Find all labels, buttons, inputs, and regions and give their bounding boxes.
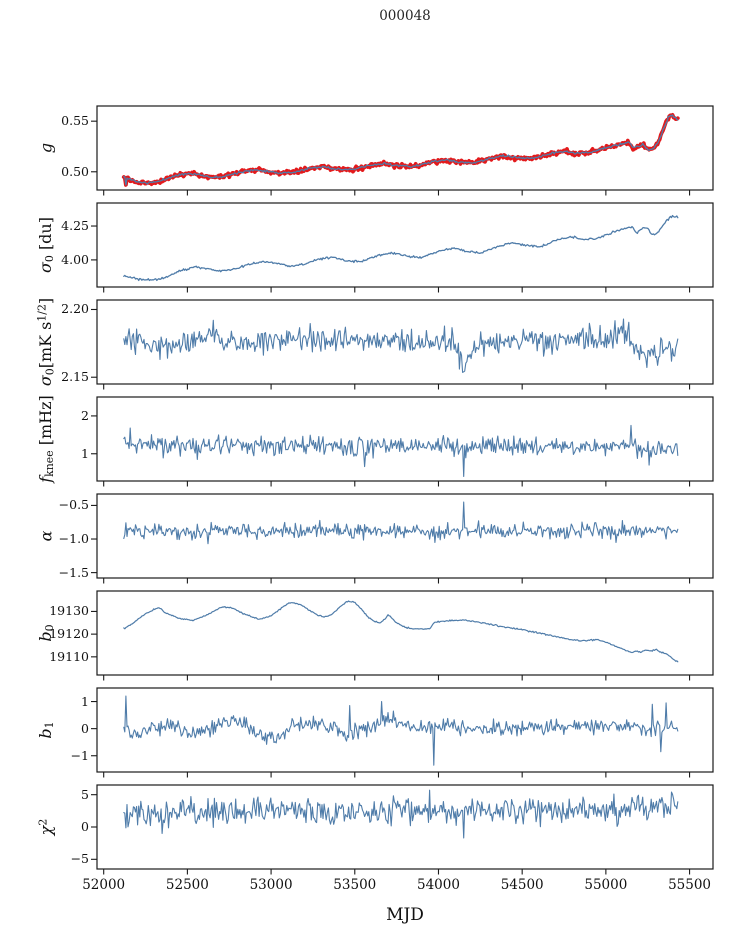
subplot-g	[91, 105, 714, 196]
figure-title: 000048	[379, 8, 431, 24]
y-tick-label-f_knee: 1	[81, 445, 89, 461]
x-tick-label: 53000	[249, 877, 293, 893]
x-tick-label: 55000	[584, 877, 628, 893]
series-g-red-markers	[121, 112, 680, 187]
series-b1-line	[123, 695, 679, 766]
subplot-sigma0_mks	[91, 299, 714, 390]
series-g-blue-line	[123, 114, 679, 186]
y-tick-label-g: 0.55	[61, 113, 89, 129]
series-chi2-line	[123, 789, 679, 839]
y-tick-label-b0: 19130	[49, 603, 89, 619]
series-sigma0-du-line	[123, 214, 679, 282]
series-sigma0-mks-line	[123, 318, 679, 373]
y-tick-label-b1: −1	[70, 747, 89, 763]
subplot-alpha	[91, 493, 714, 584]
y-tick-label-g: 0.50	[61, 163, 89, 179]
subplot-sigma0_du	[91, 202, 714, 293]
x-axis-label: MJD	[386, 905, 424, 925]
y-tick-label-sigma0_du: 4.00	[61, 251, 89, 267]
x-tick-label: 54500	[500, 877, 544, 893]
y-tick-label-chi2: 5	[81, 786, 89, 802]
y-tick-label-chi2: −5	[70, 851, 89, 867]
y-tick-label-f_knee: 2	[81, 407, 89, 423]
y-tick-label-b0: 19120	[49, 626, 89, 642]
y-tick-label-alpha: −0.5	[58, 497, 89, 513]
y-tick-label-chi2: 0	[81, 819, 89, 834]
x-tick-label: 52000	[82, 877, 126, 893]
y-axis-label-g: g	[37, 143, 56, 153]
subplot-chi2	[91, 784, 714, 875]
y-axis-label-segment: f	[35, 476, 55, 483]
y-tick-label-sigma0_mks: 2.15	[61, 369, 89, 385]
series-alpha-line	[123, 501, 679, 545]
x-tick-label: 52500	[165, 877, 209, 893]
series-fknee-line	[123, 424, 679, 478]
y-tick-label-b1: 1	[81, 693, 89, 709]
x-tick-label: 55500	[668, 877, 712, 893]
y-tick-label-sigma0_mks: 2.20	[61, 301, 89, 317]
y-axis-label-segment: g	[36, 142, 56, 154]
y-axis-label-segment: [mK s	[35, 321, 55, 369]
y-tick-label-alpha: −1.5	[58, 564, 89, 580]
y-tick-label-alpha: −1.0	[58, 531, 89, 547]
series-b0-line	[123, 600, 679, 663]
y-tick-label-b0: 19110	[49, 648, 89, 664]
x-tick-label: 54000	[416, 877, 460, 893]
subplot-f_knee	[91, 396, 714, 487]
y-tick-label-b1: 0	[81, 720, 89, 736]
subplot-b0	[91, 590, 714, 681]
x-tick-label: 53500	[333, 877, 377, 893]
y-tick-label-sigma0_du: 4.25	[61, 218, 89, 234]
subplot-b1	[91, 687, 714, 778]
